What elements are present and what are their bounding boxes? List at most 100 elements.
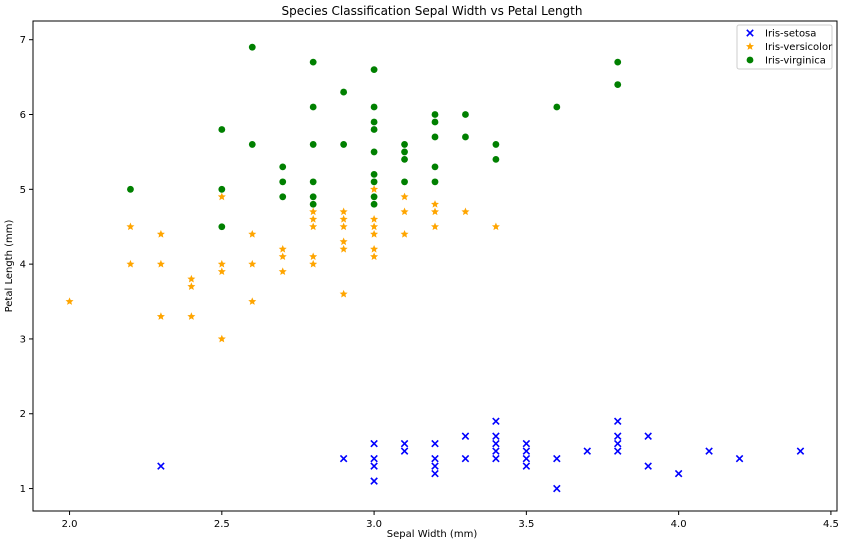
data-point (400, 230, 409, 238)
data-point (218, 126, 226, 133)
data-point (309, 252, 318, 261)
data-point (339, 237, 348, 246)
data-point (614, 81, 622, 88)
data-point (553, 103, 561, 111)
data-point (309, 193, 317, 201)
data-point (491, 222, 500, 231)
data-point (553, 454, 561, 463)
data-point (339, 244, 348, 253)
data-point (156, 312, 165, 320)
y-tick-label: 7 (20, 35, 26, 46)
data-point (400, 447, 409, 455)
data-point (613, 417, 622, 425)
data-point (309, 259, 318, 268)
x-axis: 2.0 2.5 3.0 3.5 4.0 4.5 (62, 511, 839, 530)
data-point (279, 178, 287, 186)
data-point (370, 462, 378, 470)
y-tick-label: 4 (20, 260, 26, 271)
data-point (339, 207, 348, 216)
data-point (370, 185, 379, 193)
data-point (583, 447, 592, 455)
data-point (492, 141, 500, 148)
data-point (370, 230, 379, 238)
data-point (796, 447, 805, 455)
data-point (370, 454, 378, 463)
y-tick-label: 3 (20, 334, 26, 345)
x-axis-label: Sepal Width (mm) (387, 529, 478, 540)
data-point (279, 163, 287, 171)
data-point (613, 432, 622, 440)
data-point (339, 454, 348, 463)
data-point (217, 192, 226, 201)
data-point (187, 282, 196, 290)
plot-frame (32, 20, 838, 512)
legend-marker (746, 42, 754, 50)
data-point (370, 252, 379, 261)
data-point (340, 141, 348, 148)
data-point (126, 259, 135, 268)
data-point (370, 222, 379, 231)
data-point (309, 215, 318, 223)
data-point (370, 244, 379, 253)
data-point (278, 252, 287, 261)
data-point (370, 200, 378, 208)
data-point (279, 193, 287, 201)
data-point (339, 289, 348, 298)
data-point (462, 133, 469, 141)
data-point (248, 297, 257, 305)
data-point (218, 185, 226, 193)
data-point (370, 170, 378, 178)
data-point (492, 432, 500, 440)
data-point (431, 163, 439, 171)
legend-entry-label: Iris-versicolor (765, 42, 833, 53)
data-point (248, 230, 257, 238)
legend-box (736, 24, 833, 70)
data-point (370, 148, 378, 156)
x-tick-label: 2.0 (62, 519, 78, 530)
data-point (278, 267, 287, 276)
legend-marker (746, 29, 754, 37)
data-point (127, 185, 134, 193)
y-axis: 1 2 3 4 5 6 7 (20, 35, 33, 495)
data-point (644, 462, 652, 470)
data-point (309, 222, 318, 231)
data-point (187, 312, 196, 320)
y-axis-label: Petal Length (mm) (4, 220, 15, 313)
plot-area (65, 43, 805, 493)
data-point (431, 118, 439, 126)
data-point (522, 439, 531, 448)
data-point (248, 141, 256, 148)
data-point (431, 439, 439, 448)
data-point (705, 447, 713, 455)
data-point (674, 469, 683, 478)
data-point (401, 141, 408, 148)
y-tick-label: 1 (20, 484, 26, 495)
data-point (217, 259, 226, 268)
data-point (248, 43, 256, 51)
x-tick-label: 4.5 (823, 519, 839, 530)
x-tick-label: 4.0 (671, 519, 687, 530)
data-point (370, 118, 378, 126)
data-point (339, 215, 348, 223)
data-point (431, 111, 439, 118)
x-tick-label: 2.5 (214, 519, 230, 530)
data-point (613, 447, 622, 455)
data-point (400, 192, 409, 201)
data-point (644, 432, 652, 440)
legend-entry-label: Iris-virginica (765, 56, 826, 67)
data-point (492, 417, 500, 425)
data-point (370, 477, 378, 485)
data-point (431, 207, 439, 216)
data-point (370, 126, 378, 133)
data-point (735, 454, 744, 463)
data-point (461, 207, 470, 216)
data-point (309, 103, 317, 111)
data-point (126, 222, 135, 231)
data-point (462, 111, 469, 118)
legend-marker (746, 56, 754, 64)
data-point (431, 469, 439, 478)
data-point (613, 439, 622, 448)
legend-entry-label: Iris-setosa (765, 29, 816, 40)
data-point (492, 454, 500, 463)
data-point (309, 200, 317, 208)
